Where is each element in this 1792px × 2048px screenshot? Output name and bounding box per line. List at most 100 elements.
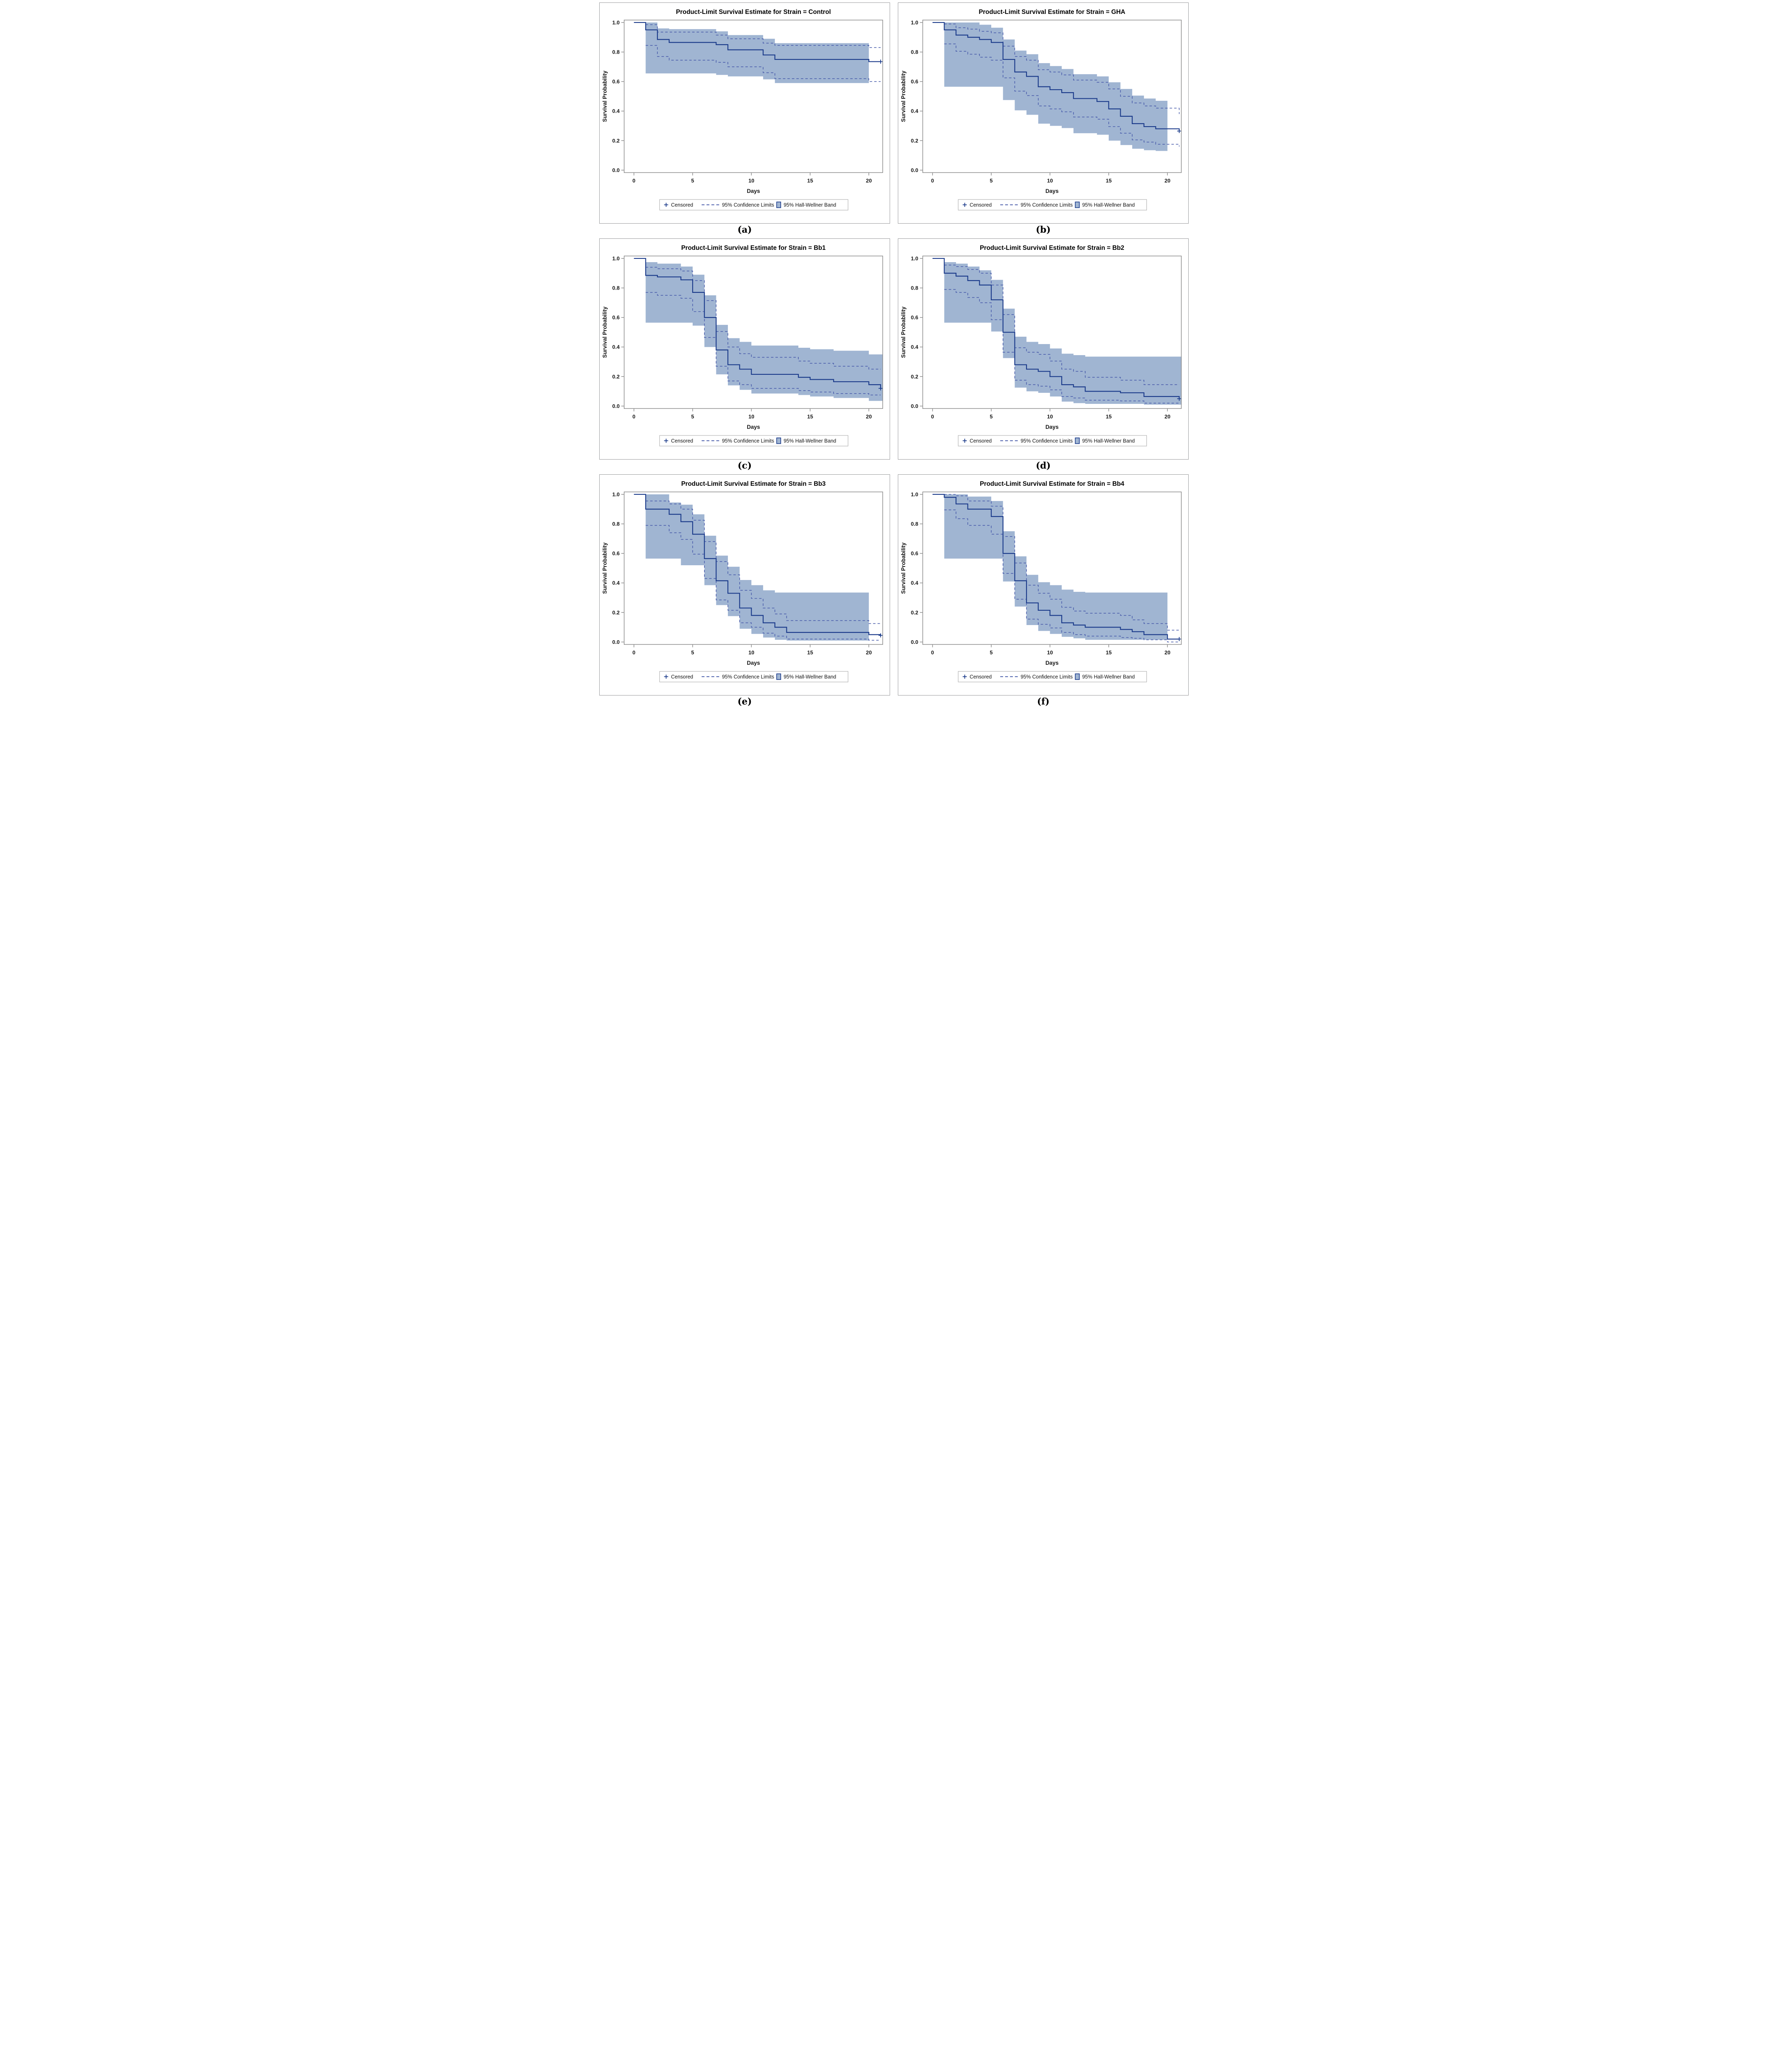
y-tick-label: 0.4 bbox=[911, 580, 919, 586]
x-axis-label: Days bbox=[1045, 188, 1058, 194]
y-tick-label: 0.2 bbox=[911, 609, 918, 616]
band-legend-label: 95% Hall-Wellner Band bbox=[1082, 438, 1135, 444]
legend-box bbox=[958, 435, 1147, 446]
chart-title: Product-Limit Survival Estimate for Stra… bbox=[676, 9, 831, 16]
x-tick-label: 20 bbox=[866, 649, 872, 655]
hall-wellner-band bbox=[646, 494, 869, 641]
y-tick-label: 1.0 bbox=[911, 491, 918, 497]
x-axis-label: Days bbox=[1045, 424, 1058, 430]
y-tick-label: 0.0 bbox=[911, 639, 918, 645]
survival-chart-control: 1.0 0.8 0.6 0.4 0.2 0.0 0 5 10 15 20 Product-Limit … bbox=[600, 3, 890, 223]
survival-chart-bb4: 1.0 0.8 0.6 0.4 0.2 0.0 0 5 10 15 20 Product-Limit … bbox=[898, 475, 1188, 695]
x-tick-label: 5 bbox=[691, 649, 694, 655]
plot-frame bbox=[922, 20, 1182, 173]
legend-box bbox=[958, 199, 1147, 211]
censored-mark bbox=[878, 59, 883, 64]
y-tick-label: 1.0 bbox=[612, 255, 620, 261]
x-tick-label: 20 bbox=[1164, 649, 1170, 655]
chart-title: Product-Limit Survival Estimate for Stra… bbox=[980, 480, 1124, 487]
y-tick-label: 0.4 bbox=[911, 344, 919, 350]
x-tick-label: 10 bbox=[1047, 649, 1053, 655]
x-tick-label: 5 bbox=[990, 177, 992, 184]
y-tick-label: 0.8 bbox=[612, 49, 620, 55]
censored-mark bbox=[878, 386, 883, 391]
caption-e: (e) bbox=[737, 696, 752, 707]
survival-chart-gha: 1.0 0.8 0.6 0.4 0.2 0.0 0 5 10 15 20 Product-Limit … bbox=[898, 3, 1188, 223]
band-legend-icon bbox=[1075, 202, 1080, 208]
band-legend-label: 95% Hall-Wellner Band bbox=[1082, 202, 1135, 208]
plot-frame bbox=[922, 256, 1182, 409]
ci-legend-label: 95% Confidence Limits bbox=[722, 202, 774, 208]
ci-legend-label: 95% Confidence Limits bbox=[1021, 438, 1073, 444]
ci-lower-line bbox=[944, 289, 1179, 403]
band-legend-label: 95% Hall-Wellner Band bbox=[1082, 674, 1135, 680]
y-axis-label: Survival Probability bbox=[900, 70, 906, 122]
legend: Censored 95% Confidence Limits 95% Hall-We… bbox=[958, 199, 1147, 211]
y-tick-label: 0.8 bbox=[612, 285, 620, 291]
y-tick-label: 0.2 bbox=[612, 609, 620, 616]
y-tick-label: 0.6 bbox=[911, 315, 918, 321]
censored-legend-label: Censored bbox=[970, 438, 992, 444]
censored-mark bbox=[1177, 637, 1181, 641]
survival-step-line bbox=[932, 258, 1180, 399]
chart-frame-a: 1.0 0.8 0.6 0.4 0.2 0.0 0 5 10 15 20 Product-Limit … bbox=[599, 2, 890, 224]
chart-frame-c: 1.0 0.8 0.6 0.4 0.2 0.0 0 5 10 15 20 Product-Limit … bbox=[599, 238, 890, 460]
censored-mark bbox=[1177, 129, 1181, 133]
legend-box bbox=[958, 671, 1147, 682]
caption-d: (d) bbox=[1035, 460, 1051, 471]
y-axis-label: Survival Probability bbox=[900, 542, 906, 594]
x-tick-label: 10 bbox=[748, 413, 754, 419]
chart-title: Product-Limit Survival Estimate for Stra… bbox=[980, 245, 1124, 251]
ci-lower-line bbox=[646, 525, 881, 641]
hall-wellner-band bbox=[944, 22, 1168, 151]
x-tick-label: 5 bbox=[691, 413, 694, 419]
hall-wellner-band bbox=[646, 262, 883, 401]
panel-control: 1.0 0.8 0.6 0.4 0.2 0.0 0 5 10 15 20 Product-Limit … bbox=[599, 2, 890, 238]
y-tick-label: 0.6 bbox=[612, 551, 620, 557]
ci-upper-line bbox=[646, 501, 881, 624]
legend: Censored 95% Confidence Limits 95% Hall-We… bbox=[659, 199, 849, 211]
y-tick-label: 0.8 bbox=[911, 49, 918, 55]
x-tick-label: 15 bbox=[807, 649, 813, 655]
y-tick-label: 0.4 bbox=[612, 580, 620, 586]
legend: Censored 95% Confidence Limits 95% Hall-We… bbox=[659, 435, 849, 446]
y-tick-label: 0.6 bbox=[612, 79, 620, 85]
censored-legend-icon bbox=[664, 203, 668, 207]
x-tick-label: 10 bbox=[1047, 413, 1053, 419]
censored-legend-label: Censored bbox=[970, 674, 992, 680]
legend: Censored 95% Confidence Limits 95% Hall-We… bbox=[958, 435, 1147, 446]
x-tick-label: 15 bbox=[1106, 649, 1112, 655]
y-tick-label: 0.2 bbox=[612, 138, 620, 144]
censored-mark bbox=[878, 633, 883, 638]
x-tick-label: 5 bbox=[691, 177, 694, 184]
survival-step-line bbox=[634, 258, 881, 389]
y-tick-label: 0.6 bbox=[612, 315, 620, 321]
hall-wellner-band bbox=[646, 22, 869, 83]
band-legend-label: 95% Hall-Wellner Band bbox=[784, 202, 836, 208]
panel-bb4: 1.0 0.8 0.6 0.4 0.2 0.0 0 5 10 15 20 Product-Limit … bbox=[898, 474, 1189, 709]
caption-b: (b) bbox=[1035, 224, 1051, 235]
x-tick-label: 20 bbox=[1164, 177, 1170, 184]
y-tick-label: 0.0 bbox=[911, 167, 918, 173]
x-tick-label: 0 bbox=[931, 177, 934, 184]
x-tick-label: 10 bbox=[1047, 177, 1053, 184]
survival-chart-bb2: 1.0 0.8 0.6 0.4 0.2 0.0 0 5 10 15 20 Product-Limit … bbox=[898, 239, 1188, 459]
y-tick-label: 0.4 bbox=[612, 344, 620, 350]
x-tick-label: 20 bbox=[866, 413, 872, 419]
y-tick-label: 1.0 bbox=[911, 255, 918, 261]
x-tick-label: 0 bbox=[632, 649, 635, 655]
y-axis-label: Survival Probability bbox=[900, 306, 906, 358]
y-tick-label: 0.8 bbox=[911, 521, 918, 527]
x-axis-label: Days bbox=[1045, 660, 1058, 666]
y-tick-label: 0.8 bbox=[911, 285, 918, 291]
x-axis-label: Days bbox=[747, 188, 760, 194]
y-axis-label: Survival Probability bbox=[602, 542, 608, 594]
legend: Censored 95% Confidence Limits 95% Hall-We… bbox=[659, 671, 849, 682]
y-tick-label: 0.0 bbox=[612, 167, 620, 173]
caption-c: (c) bbox=[737, 460, 752, 471]
caption-a: (a) bbox=[737, 224, 752, 235]
legend-box bbox=[659, 435, 849, 446]
x-tick-label: 0 bbox=[632, 413, 635, 419]
y-axis-label: Survival Probability bbox=[602, 306, 608, 358]
ci-lower-line bbox=[646, 45, 881, 82]
